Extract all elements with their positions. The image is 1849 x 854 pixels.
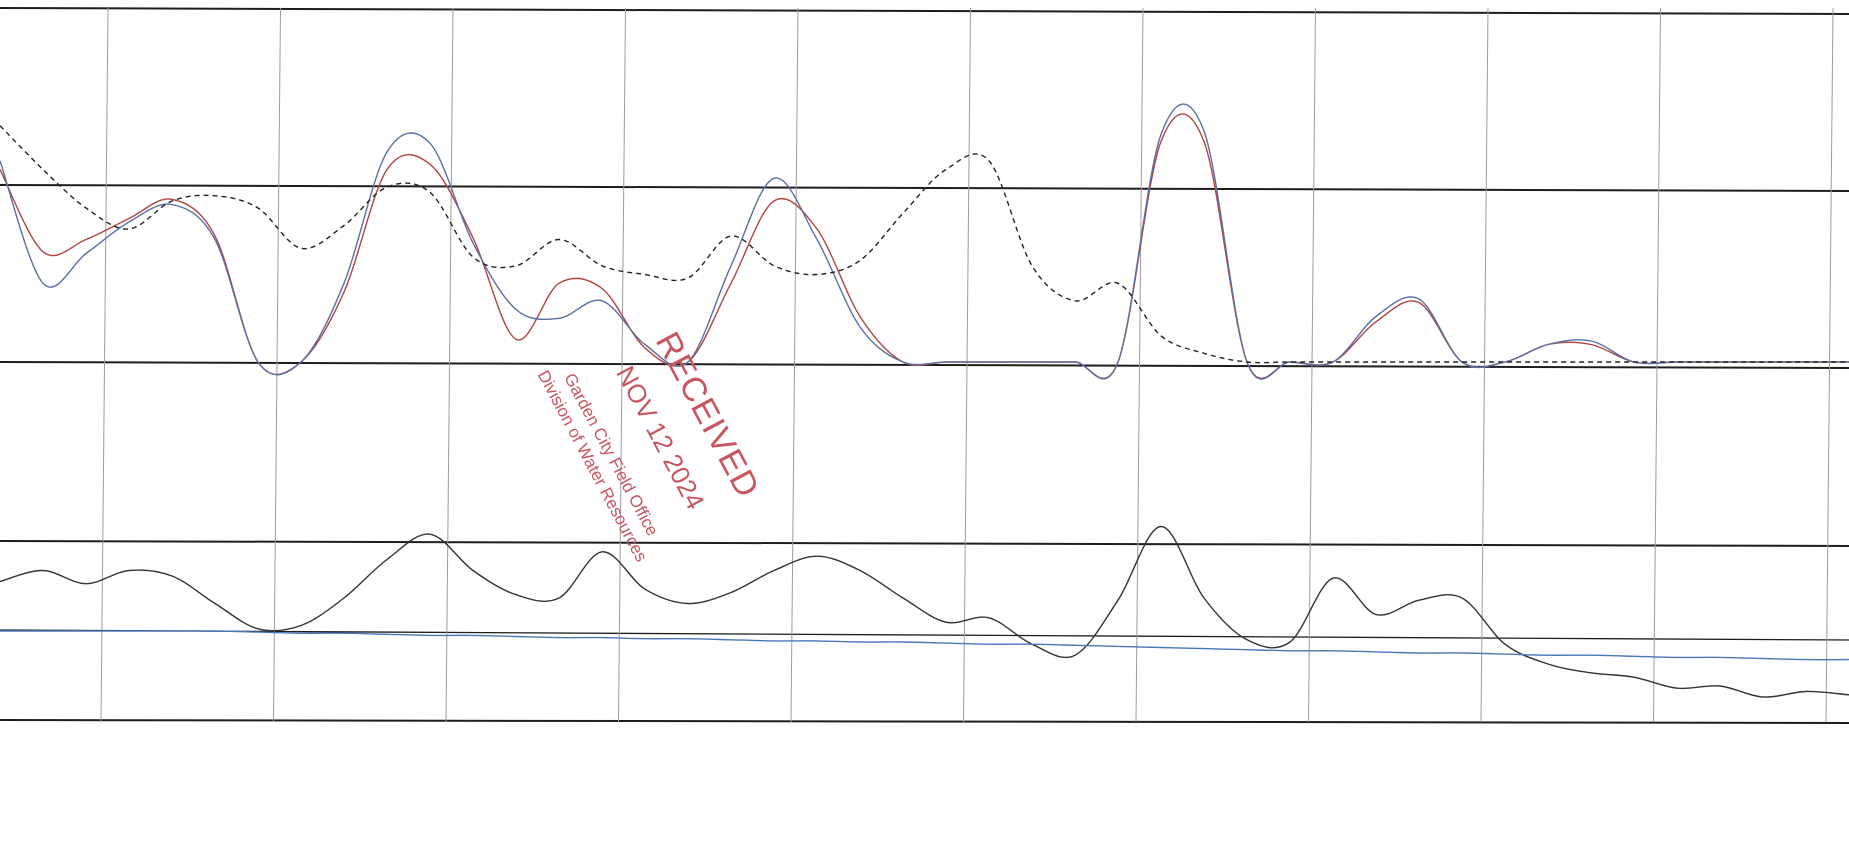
- grid-vline-2: [445, 7, 454, 723]
- grid-vline-10: [1825, 7, 1834, 723]
- grid-hline-5: [0, 719, 1849, 724]
- grid-vline-6: [1135, 7, 1144, 723]
- lower-chart-panel: [0, 525, 1849, 698]
- grid-hline-4: [0, 629, 1849, 641]
- grid-hline-3: [0, 540, 1849, 547]
- upper-series-2: [0, 125, 1849, 364]
- lower-series-0: [0, 525, 1849, 698]
- grid-vline-8: [1480, 7, 1489, 723]
- grid-vline-5: [963, 7, 971, 723]
- grid-vline-3: [618, 7, 626, 723]
- upper-chart-panel: [0, 103, 1849, 380]
- upper-series-1: [0, 103, 1849, 380]
- grid-vline-0: [100, 7, 109, 723]
- grid-vline-1: [273, 7, 281, 723]
- grid-vline-4: [790, 7, 799, 723]
- lower-series-1: [0, 630, 1849, 661]
- grid-hline-0: [0, 7, 1849, 15]
- grid-vline-9: [1653, 7, 1661, 723]
